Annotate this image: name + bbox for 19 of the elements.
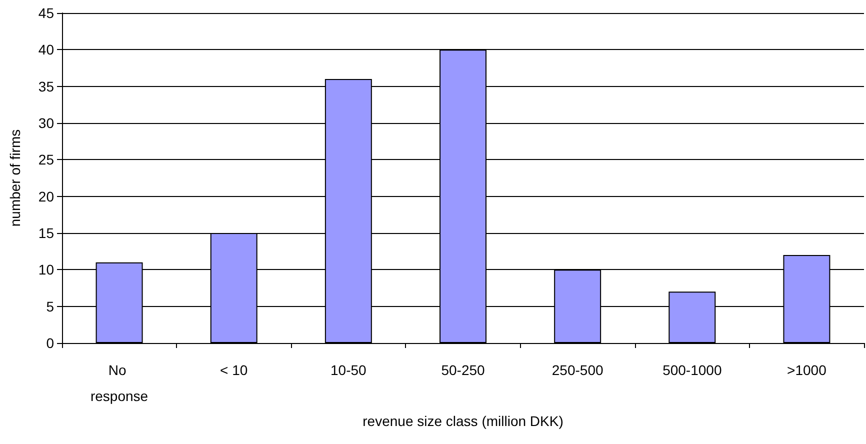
x-tick-label: 250-500 [552, 362, 604, 378]
x-tick-label: 50-250 [441, 362, 486, 378]
y-tick-label: 45 [38, 5, 54, 21]
x-tick-label: 500-1000 [662, 362, 722, 378]
x-tick-label: < 10 [220, 362, 248, 378]
x-tick-label: No response [90, 362, 148, 404]
y-tick-label: 25 [38, 152, 54, 168]
y-tick-label: 35 [38, 78, 54, 94]
y-tick-label: 10 [38, 262, 54, 278]
y-axis-title: number of firms [7, 129, 23, 227]
y-tick-label: 20 [38, 188, 54, 204]
x-tick-label: 10-50 [330, 362, 367, 378]
y-tick-label: 15 [38, 225, 54, 241]
x-axis-title: revenue size class (million DKK) [362, 412, 564, 429]
y-tick-label: 40 [38, 42, 54, 58]
x-tick-label: >1000 [787, 362, 827, 378]
y-tick-label: 0 [46, 335, 54, 351]
y-tick-label: 30 [38, 115, 54, 131]
y-tick-label: 5 [46, 298, 54, 314]
